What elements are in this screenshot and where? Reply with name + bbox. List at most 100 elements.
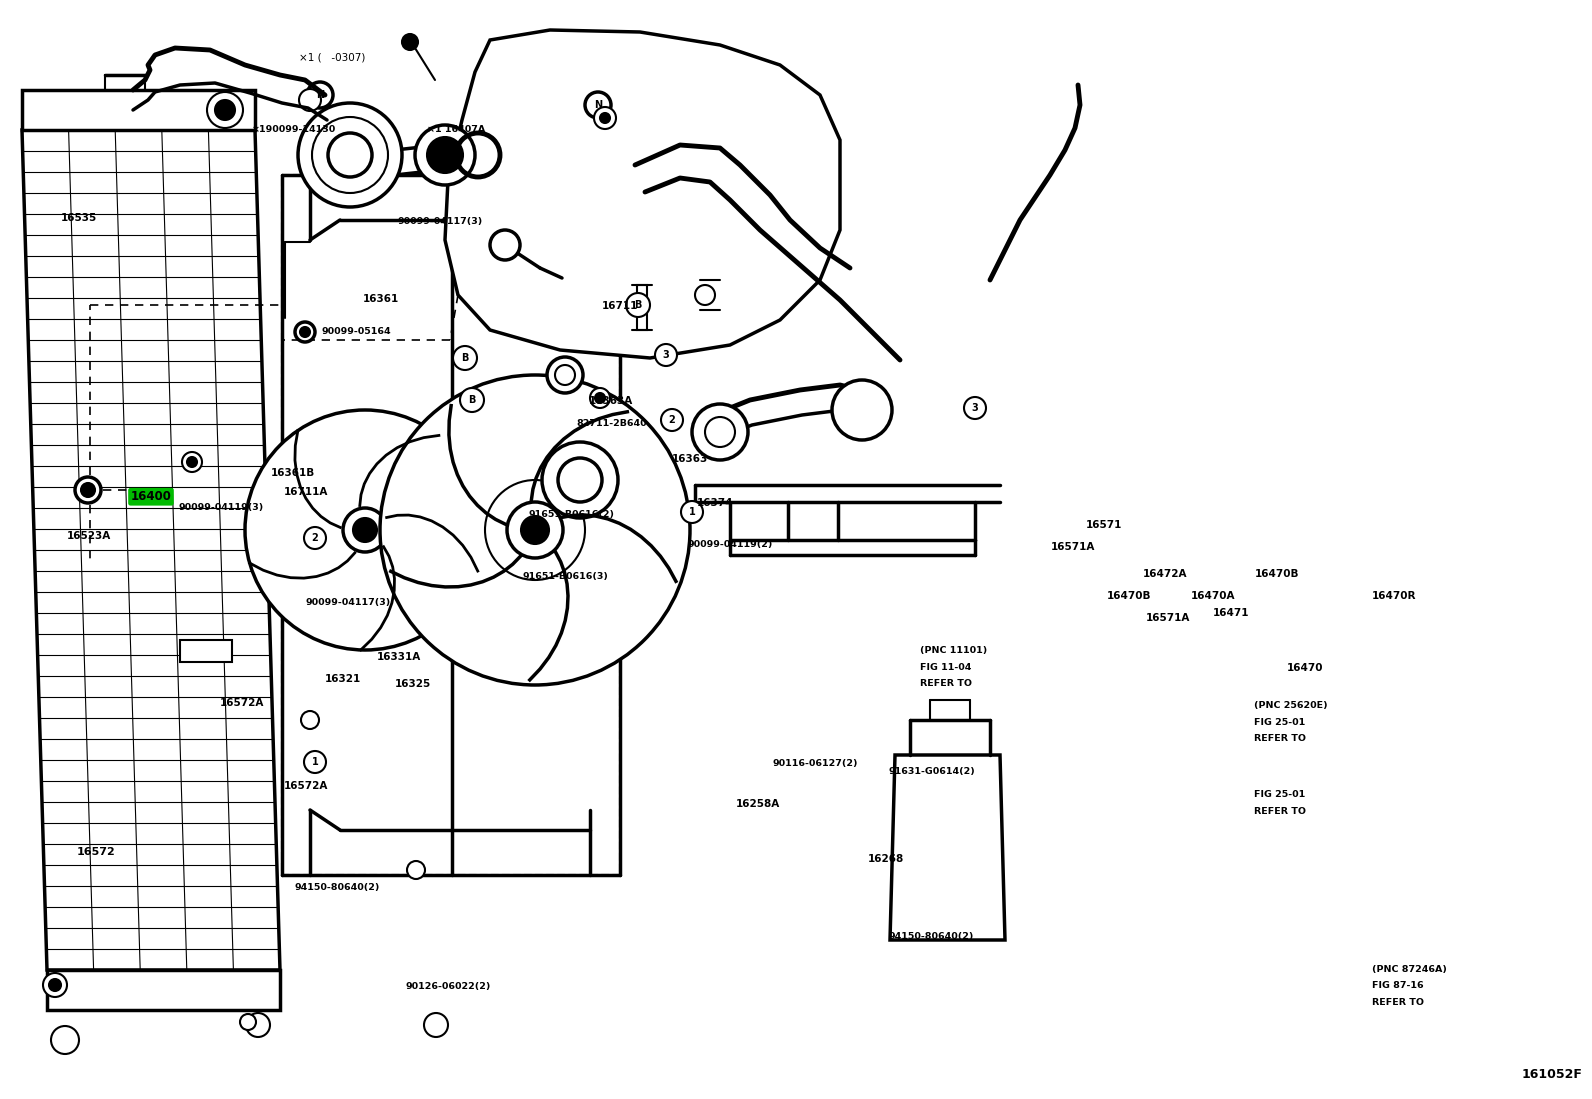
Text: 2: 2 [312,533,318,543]
Text: 1: 1 [689,507,696,517]
Circle shape [556,365,575,385]
Text: 90099-04117(3): 90099-04117(3) [398,218,484,226]
Text: 90116-06127(2): 90116-06127(2) [772,759,858,768]
Text: N: N [315,90,325,100]
Text: 16711A: 16711A [283,487,328,498]
Text: (PNC 25620E): (PNC 25620E) [1254,701,1328,710]
Circle shape [43,973,67,997]
Circle shape [207,92,244,127]
Bar [180,640,232,662]
Polygon shape [22,130,280,970]
Circle shape [833,380,892,440]
Text: ×190099-14130: ×190099-14130 [252,125,336,134]
Text: 90126-06022(2): 90126-06022(2) [406,983,492,991]
Bar [105,75,145,116]
Circle shape [594,107,616,129]
Circle shape [328,133,373,177]
Text: 1: 1 [312,757,318,767]
Text: 90099-04119(3): 90099-04119(3) [178,503,264,512]
Text: FIG 25-01: FIG 25-01 [1254,718,1305,726]
Text: B: B [462,353,468,363]
Text: 161052F: 161052F [1520,1068,1582,1081]
Text: B: B [468,395,476,406]
Text: ×1 (   -0307): ×1 ( -0307) [299,52,366,63]
Circle shape [245,410,486,650]
Circle shape [460,388,484,412]
Circle shape [661,409,683,431]
Text: 3: 3 [662,349,669,360]
Circle shape [307,82,333,108]
Circle shape [295,322,315,342]
Circle shape [416,125,474,185]
Polygon shape [22,90,255,130]
Text: 16470B: 16470B [1254,568,1299,579]
Circle shape [696,285,715,306]
Text: 16363: 16363 [672,454,708,465]
Text: 16331A: 16331A [377,652,422,663]
Text: 90099-04119(2): 90099-04119(2) [688,540,774,548]
Text: N: N [594,100,602,110]
Text: 16571A: 16571A [1146,612,1191,623]
Text: 16572A: 16572A [220,698,264,709]
Text: 3: 3 [971,403,979,413]
Circle shape [304,751,326,773]
Text: (PNC 11101): (PNC 11101) [920,646,987,655]
Text: 16535: 16535 [60,212,97,223]
Text: 90099-05164: 90099-05164 [322,328,392,336]
Circle shape [51,1026,80,1054]
Circle shape [240,1014,256,1030]
Text: FIG 87-16: FIG 87-16 [1372,981,1423,990]
Circle shape [521,517,549,544]
Text: 16711: 16711 [602,300,638,311]
Circle shape [541,442,618,518]
Text: 16374: 16374 [697,498,734,509]
Text: 16361B: 16361B [271,467,315,478]
Circle shape [380,375,689,685]
Circle shape [506,502,564,558]
Circle shape [301,711,318,729]
Circle shape [353,518,377,542]
Circle shape [81,482,96,497]
Circle shape [342,508,387,552]
Text: (PNC 87246A): (PNC 87246A) [1372,965,1447,974]
Circle shape [490,230,521,260]
Circle shape [681,501,704,523]
Text: B: B [634,300,642,310]
Circle shape [591,388,610,408]
Text: 16470B: 16470B [1106,590,1151,601]
Circle shape [626,293,650,317]
Text: 91651-B0616(3): 91651-B0616(3) [522,573,608,581]
Polygon shape [48,970,280,1010]
Circle shape [595,393,605,403]
Text: 16363A: 16363A [589,396,634,407]
Circle shape [693,404,748,460]
Bar [637,285,646,330]
Text: 94150-80640(2): 94150-80640(2) [295,884,380,892]
Text: 16572: 16572 [76,846,115,857]
Text: 16471: 16471 [1213,608,1250,619]
Circle shape [186,457,197,467]
Text: FIG 25-01: FIG 25-01 [1254,790,1305,799]
Text: 90099-04117(3): 90099-04117(3) [306,598,392,607]
Text: 16571: 16571 [1086,520,1122,531]
Text: 16470R: 16470R [1372,590,1417,601]
Circle shape [454,346,478,370]
Text: 16523A: 16523A [67,531,111,542]
Circle shape [584,92,611,118]
Circle shape [75,477,100,503]
Circle shape [181,452,202,471]
Circle shape [215,100,236,120]
Text: 16321: 16321 [325,674,361,685]
Circle shape [299,89,322,111]
Circle shape [600,113,610,123]
Text: 91631-G0614(2): 91631-G0614(2) [888,767,974,776]
Circle shape [49,979,60,991]
Text: 91651-B0616(2): 91651-B0616(2) [529,510,615,519]
Text: 16361: 16361 [363,293,400,304]
Circle shape [559,458,602,502]
Text: 16325: 16325 [395,678,431,689]
Circle shape [247,1013,271,1037]
Text: 16571A: 16571A [1051,542,1095,553]
Text: 2: 2 [669,415,675,425]
Circle shape [705,417,736,447]
